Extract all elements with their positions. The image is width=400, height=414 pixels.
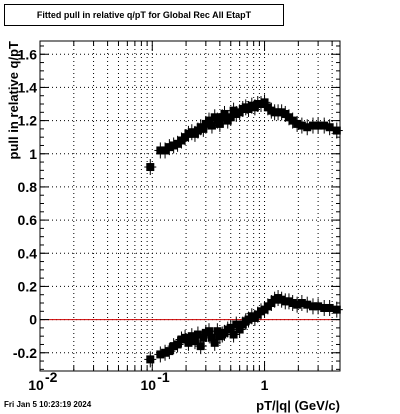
y-tick-label: 0.6 bbox=[18, 212, 38, 228]
y-tick-label: 1.6 bbox=[18, 46, 38, 62]
y-tick-label: 1.2 bbox=[18, 113, 38, 129]
data-point bbox=[207, 121, 216, 130]
data-point bbox=[332, 305, 341, 314]
axis-labels: -0.200.20.40.60.811.21.41.610 -2 10 -1 1pT/|… bbox=[6, 41, 340, 413]
data-point bbox=[187, 332, 196, 341]
y-tick-label: 1.4 bbox=[18, 79, 38, 95]
data-point bbox=[207, 333, 216, 342]
data-points bbox=[144, 94, 343, 368]
data-point bbox=[161, 146, 170, 155]
data-point bbox=[165, 143, 174, 152]
plot-frame bbox=[39, 40, 341, 372]
data-point bbox=[325, 123, 334, 132]
data-point bbox=[199, 124, 208, 133]
y-tick-label: -0.2 bbox=[13, 345, 37, 361]
data-point bbox=[229, 330, 238, 339]
data-point bbox=[181, 333, 190, 342]
y-tick-label: 1 bbox=[29, 146, 37, 162]
data-point bbox=[260, 98, 269, 107]
y-tick-label: 0.4 bbox=[18, 245, 38, 261]
data-point bbox=[293, 119, 302, 128]
data-point bbox=[190, 337, 199, 346]
data-point bbox=[156, 350, 165, 359]
x-tick-label: 10 bbox=[28, 377, 44, 393]
x-tick-exponent: -1 bbox=[157, 369, 170, 385]
data-point bbox=[314, 302, 323, 311]
x-axis-title: pT/|q| (GeV/c) bbox=[256, 398, 340, 413]
chart-title: Fitted pull in relative q/pT for Global … bbox=[36, 10, 252, 20]
data-point bbox=[204, 327, 213, 336]
chart-title-box: Fitted pull in relative q/pT for Global … bbox=[4, 4, 284, 26]
y-axis-title: pull in relative q/pT bbox=[6, 41, 21, 160]
data-point bbox=[325, 303, 334, 312]
data-point bbox=[226, 323, 235, 332]
data-point bbox=[288, 116, 297, 125]
data-point bbox=[215, 119, 224, 128]
data-point bbox=[193, 330, 202, 339]
data-point bbox=[232, 320, 241, 329]
x-tick-exponent: -2 bbox=[45, 369, 58, 385]
data-point bbox=[146, 355, 155, 364]
data-point bbox=[213, 327, 222, 336]
x-tick-label: 10 bbox=[140, 377, 156, 393]
grid bbox=[39, 41, 340, 371]
y-tick-label: 0.8 bbox=[18, 179, 38, 195]
data-point bbox=[184, 338, 193, 347]
data-point bbox=[314, 121, 323, 130]
data-point bbox=[220, 109, 229, 118]
data-point bbox=[173, 340, 182, 349]
data-point bbox=[146, 163, 155, 172]
data-point bbox=[199, 333, 208, 342]
y-tick-label: 0.2 bbox=[18, 278, 38, 294]
data-point bbox=[297, 299, 306, 308]
data-point bbox=[297, 121, 306, 130]
y-tick-label: 0 bbox=[29, 312, 37, 328]
timestamp-footer: Fri Jan 5 10:23:19 2024 bbox=[4, 400, 92, 409]
data-point bbox=[161, 348, 170, 357]
data-point bbox=[235, 325, 244, 334]
data-point bbox=[303, 123, 312, 132]
data-point bbox=[303, 300, 312, 309]
data-point bbox=[293, 300, 302, 309]
data-point bbox=[204, 116, 213, 125]
data-point bbox=[196, 342, 205, 351]
data-point bbox=[332, 126, 341, 135]
axes bbox=[39, 40, 341, 372]
x-tick-label: 1 bbox=[261, 377, 269, 393]
data-point bbox=[320, 121, 329, 130]
data-point bbox=[165, 347, 174, 356]
data-point bbox=[210, 338, 219, 347]
data-point bbox=[226, 113, 235, 122]
data-point bbox=[288, 299, 297, 308]
